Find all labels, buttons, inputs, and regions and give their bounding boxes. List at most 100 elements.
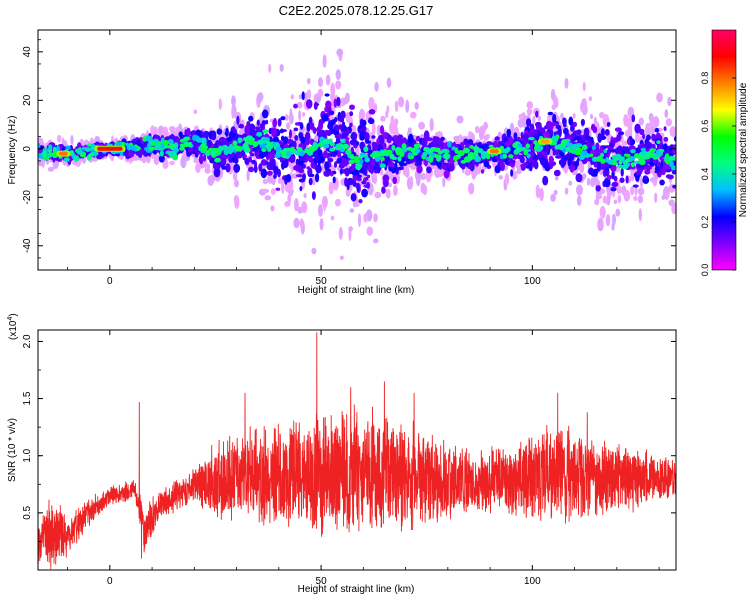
spectrogram-cell: [668, 160, 674, 167]
spectrogram-cell: [528, 132, 535, 137]
spectrogram-cell: [579, 163, 585, 174]
spectrogram-cell: [610, 187, 617, 192]
top-y-tick-label: -20: [22, 190, 33, 205]
spectrogram-cell: [402, 167, 408, 176]
spectrogram-cell: [262, 188, 270, 194]
bottom-plot-frame: [37, 329, 677, 571]
spectrogram-cell: [180, 156, 187, 169]
spectrogram-cell: [595, 196, 600, 206]
spectrogram-cell: [606, 122, 611, 127]
chart-title: C2E2.2025.078.12.25.G17: [279, 3, 434, 18]
colorbar-ticks: 0.0 0.2 0.4 0.6 0.8: [700, 72, 736, 276]
spectrogram-cell: [132, 156, 139, 161]
spectrogram-cell: [407, 152, 413, 157]
spectrogram-cell: [508, 154, 514, 159]
spectrogram-cell: [261, 109, 269, 119]
spectrogram-cell: [624, 148, 630, 153]
colorbar-tick-label: 0.2: [700, 216, 710, 229]
spectrogram-cell: [596, 162, 602, 172]
spectrogram-cell: [581, 141, 588, 145]
spectrogram-cell: [672, 184, 676, 189]
spectrogram-cell: [306, 89, 312, 97]
spectrogram-cell: [608, 164, 612, 169]
spectrogram-cell: [564, 77, 569, 89]
spectrogram-cell: [46, 154, 53, 158]
spectrogram-cell: [329, 147, 336, 152]
spectrogram-cell: [582, 173, 587, 180]
spectrogram-cell: [642, 133, 646, 140]
spectrogram-cell: [382, 174, 390, 182]
spectrogram-cell: [614, 127, 622, 132]
spectrogram-cell: [72, 160, 78, 166]
spectrogram-cell: [626, 117, 633, 130]
spectrogram-cell: [468, 182, 475, 195]
spectrogram-cell: [289, 113, 294, 125]
colorbar-tick-label: 0.8: [700, 72, 710, 85]
spectrogram-cell: [336, 96, 341, 107]
spectrogram-cell: [365, 209, 373, 222]
spectrogram-cell: [591, 145, 597, 151]
spectrogram-cell: [532, 154, 539, 162]
spectrogram-cell: [524, 133, 530, 143]
spectrogram-cell: [263, 137, 271, 142]
spectrogram-cell: [600, 147, 605, 154]
spectrogram-cell: [139, 148, 144, 155]
spectrogram-cell: [322, 150, 328, 159]
spectrogram-cell: [648, 123, 655, 135]
spectrogram-cell: [293, 103, 298, 109]
spectrogram-cell: [179, 143, 187, 148]
spectrogram-cell: [323, 170, 331, 177]
spectrogram-cell: [611, 161, 618, 166]
spectrogram-cell: [341, 124, 347, 132]
spectrogram-cell: [306, 122, 311, 132]
spectrogram-cell: [410, 111, 417, 119]
spectrogram-cell: [547, 111, 554, 116]
spectrogram-cell: [384, 161, 388, 166]
spectrogram-cell: [642, 154, 649, 159]
spectrogram-cell: [392, 176, 398, 185]
spectrogram-cell: [550, 193, 556, 202]
spectrogram-cell: [218, 98, 222, 110]
spectrogram-peak: [490, 149, 499, 154]
spectrogram-cell: [407, 127, 412, 133]
spectrogram-peak: [97, 146, 123, 151]
spectrogram-cell: [260, 168, 268, 179]
spectrogram-cell: [93, 151, 98, 157]
spectrogram-cell: [279, 150, 284, 154]
spectrogram-cell: [289, 129, 292, 139]
spectrogram-cell: [155, 158, 160, 164]
spectrogram-cell: [296, 101, 303, 109]
spectrogram-cell: [158, 126, 164, 138]
spectrogram-cell: [406, 176, 414, 190]
spectrogram-cell: [654, 192, 658, 203]
spectrogram-cell: [150, 125, 156, 136]
spectrogram-cell: [380, 156, 385, 161]
spectrogram-cell: [571, 121, 578, 127]
spectrogram-cell: [625, 159, 629, 163]
top-panel: 0 50 100 -40 -20 0 20 40 Height of straight li…: [7, 29, 677, 296]
spectrogram-cell: [261, 120, 267, 125]
spectrogram-cell: [348, 228, 352, 241]
top-y-tick-label: -40: [22, 238, 33, 253]
spectrogram-cell: [153, 153, 160, 165]
spectrogram-cell: [359, 169, 366, 173]
spectrogram-cell: [563, 127, 569, 135]
spectrogram-cell: [595, 193, 603, 200]
spectrogram-cell: [420, 182, 426, 194]
spectrogram-cell: [364, 156, 371, 163]
spectrogram-cell: [371, 135, 376, 139]
spectrogram-cell: [494, 165, 501, 174]
spectrogram-cell: [371, 177, 376, 183]
spectrogram-cell: [333, 98, 337, 108]
spectrogram-cell: [611, 170, 615, 180]
spectrogram-cell: [634, 160, 642, 164]
spectrogram-cell: [329, 128, 336, 133]
spectrogram-cell: [440, 164, 448, 169]
spectrogram-cell: [232, 170, 238, 181]
spectrogram-cell: [233, 195, 238, 203]
spectrogram-cell: [516, 165, 522, 175]
snr-marks: [38, 332, 676, 570]
spectrogram-cell: [366, 174, 371, 179]
spectrogram-cell: [419, 173, 427, 180]
spectrogram-cell: [127, 150, 135, 158]
